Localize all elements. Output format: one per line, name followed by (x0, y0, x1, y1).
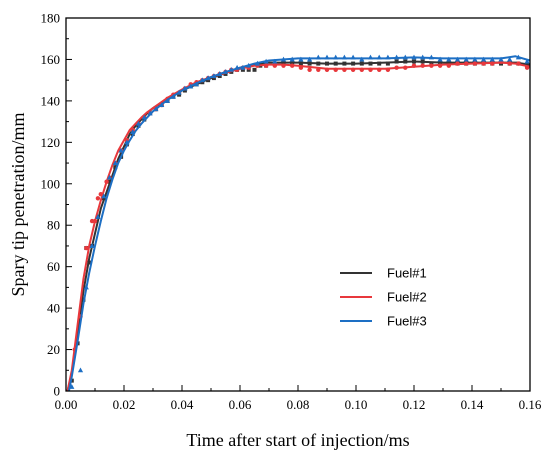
x-tick-label: 0.08 (287, 397, 310, 412)
x-tick-label: 0.14 (461, 397, 484, 412)
y-tick-label: 0 (54, 384, 61, 399)
y-tick-label: 180 (41, 11, 61, 26)
y-tick-label: 120 (41, 135, 61, 150)
x-tick-label: 0.12 (403, 397, 426, 412)
series-Fuel#3 (67, 54, 531, 392)
x-tick-label: 0.04 (171, 397, 194, 412)
y-tick-label: 60 (47, 259, 60, 274)
x-axis-title: Time after start of injection/ms (186, 430, 409, 450)
legend-item: Fuel#2 (340, 290, 427, 305)
data-point (89, 243, 95, 248)
legend-item: Fuel#1 (340, 266, 427, 281)
y-axis-title: Spary tip penetration/mm (8, 113, 28, 297)
data-point (507, 56, 513, 62)
y-tick-label: 20 (47, 342, 60, 357)
legend: Fuel#1 Fuel#2 Fuel#3 (340, 266, 427, 329)
series-layer (66, 54, 531, 392)
y-tick-label: 160 (41, 52, 61, 67)
data-point (84, 245, 89, 251)
legend-item: Fuel#3 (340, 314, 427, 329)
data-point (95, 196, 101, 201)
y-tick-label: 100 (41, 176, 61, 191)
data-point (307, 67, 312, 73)
legend-label: Fuel#1 (387, 266, 427, 281)
legend-label: Fuel#3 (387, 314, 427, 329)
data-point (118, 147, 124, 153)
ticks-layer: 0.00 0.02 0.04 0.06 0.08 0.10 0.12 0.14 0.16 0 20 4… (41, 11, 542, 413)
data-point (524, 58, 530, 64)
x-tick-label: 0.00 (55, 397, 78, 412)
data-point (252, 67, 257, 72)
data-point (106, 174, 113, 180)
data-point (112, 160, 118, 166)
data-point (77, 367, 84, 373)
y-tick-label: 80 (47, 218, 60, 233)
data-point (385, 61, 390, 66)
x-tick-label: 0.06 (229, 397, 252, 412)
data-point (95, 214, 101, 219)
data-point (101, 193, 107, 199)
y-tick-label: 140 (41, 93, 61, 108)
series-line (67, 55, 531, 392)
legend-label: Fuel#2 (387, 290, 427, 305)
data-point (272, 58, 278, 64)
x-tick-label: 0.02 (113, 397, 136, 412)
x-tick-label: 0.10 (345, 397, 368, 412)
y-tick-label: 40 (47, 301, 60, 316)
x-tick-label: 0.16 (519, 397, 542, 412)
